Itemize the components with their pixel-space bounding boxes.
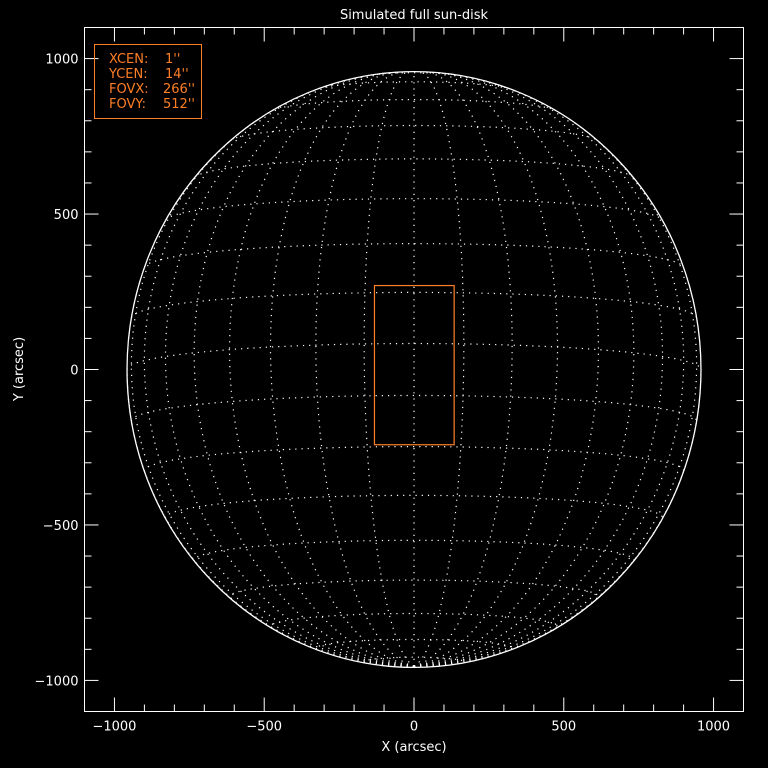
y-tick-label: −1000	[35, 674, 79, 689]
y-tick-label: −500	[43, 519, 79, 534]
x-axis-label: X (arcsec)	[381, 740, 446, 755]
legend-label-fovy: FOVY:	[109, 97, 146, 112]
latitude-line	[143, 243, 685, 268]
fov-box	[373, 284, 455, 446]
longitude-line	[413, 71, 465, 667]
x-tick-label: 0	[410, 720, 418, 735]
latitude-line	[230, 124, 598, 141]
legend: XCEN: 1'' YCEN: 14'' FOVX: 266'' FOVY: 5…	[94, 44, 202, 119]
latitude-line	[126, 342, 702, 370]
legend-value-ycen: 14''	[165, 67, 189, 82]
latitude-line	[315, 638, 513, 651]
legend-value-fovy: 512''	[163, 97, 195, 112]
longitude-line	[126, 369, 414, 667]
longitude-line	[413, 74, 664, 667]
longitude-line	[193, 72, 415, 667]
x-tick-label: 500	[551, 720, 576, 735]
legend-label-xcen: XCEN:	[109, 52, 148, 67]
solar-limb	[126, 70, 702, 669]
longitude-line	[164, 74, 415, 667]
plot-frame	[84, 27, 744, 712]
longitude-line	[413, 71, 559, 667]
y-tick-label: 500	[54, 208, 79, 223]
latitude-line	[130, 291, 698, 318]
legend-value-xcen: 1''	[165, 52, 180, 67]
legend-label-fovx: FOVX:	[109, 82, 149, 97]
longitude-line	[269, 71, 415, 667]
longitude-line	[413, 71, 513, 667]
longitude-line	[315, 71, 415, 667]
legend-value-fovx: 266''	[163, 82, 195, 97]
longitude-line	[414, 369, 702, 667]
latitude-line	[143, 446, 685, 472]
x-tick-label: 1000	[697, 720, 730, 735]
latitude-line	[363, 656, 465, 663]
axis-ticks	[84, 27, 744, 712]
x-tick-label: −500	[246, 720, 282, 735]
latitude-line	[194, 158, 634, 178]
y-tick-label: 1000	[45, 53, 78, 68]
y-axis-label: Y (arcsec)	[12, 337, 27, 402]
latitude-line	[193, 539, 635, 562]
longitude-line	[413, 102, 698, 667]
tick-labels: −1000 −500 0 500 1000 −1000 −500 0 500 1000	[35, 53, 731, 735]
longitude-line	[413, 72, 635, 667]
longitude-line	[363, 71, 415, 667]
longitude-line	[228, 72, 415, 667]
latitude-line	[164, 494, 664, 519]
chart-title: Simulated full sun-disk	[340, 8, 489, 23]
y-tick-label: 0	[70, 364, 78, 379]
longitude-line	[413, 80, 685, 667]
legend-box	[94, 44, 202, 119]
longitude-line	[130, 102, 415, 667]
legend-label-ycen: YCEN:	[108, 67, 148, 82]
heliographic-grid	[126, 71, 702, 667]
longitude-line	[143, 80, 415, 667]
latitude-line	[228, 579, 600, 599]
latitude-line	[272, 99, 556, 112]
x-tick-label: −1000	[92, 720, 136, 735]
longitude-line	[413, 72, 600, 667]
latitude-line	[165, 198, 663, 221]
